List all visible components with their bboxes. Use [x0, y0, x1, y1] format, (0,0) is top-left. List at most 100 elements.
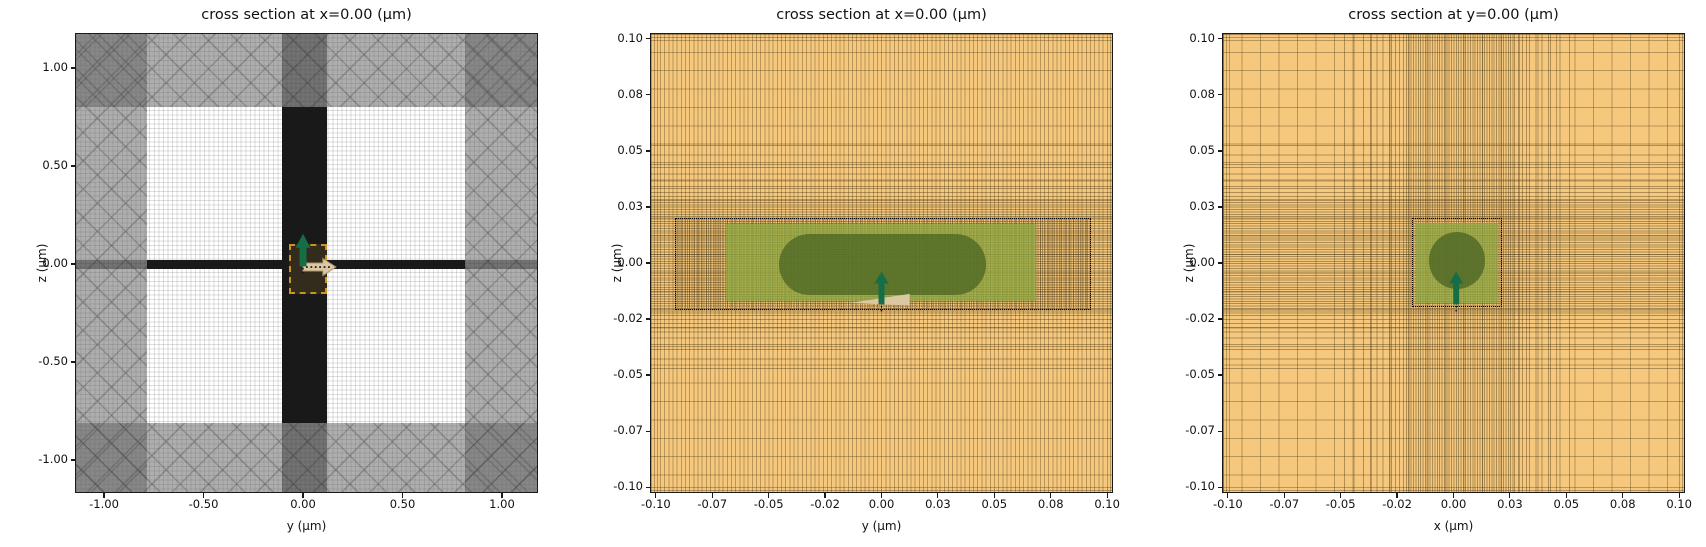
x-tick-label: -0.05 [1325, 497, 1356, 511]
pml-hatch [76, 34, 537, 108]
y-tick-label: 1.00 [42, 60, 68, 75]
plot-area-xz-zoom [1222, 33, 1685, 493]
x-tick-label: -0.07 [697, 497, 728, 511]
y-tick-label: -0.50 [38, 354, 68, 369]
mesh-gridlines [1223, 34, 1684, 41]
y-tick-mark [645, 262, 650, 264]
region-rect [778, 233, 987, 296]
y-tick-label: 0.00 [42, 256, 68, 271]
y-tick-mark [70, 67, 75, 69]
mesh-gridlines [1369, 34, 1392, 492]
y-tick-mark [70, 459, 75, 461]
mesh-gridlines [1514, 34, 1529, 492]
x-tick-label: -0.10 [640, 497, 671, 511]
x-tick-mark [1050, 493, 1052, 498]
y-tick-mark [645, 318, 650, 320]
mesh-gridlines [1528, 34, 1551, 492]
mesh-gridlines [1223, 327, 1684, 345]
x-tick-label: 0.50 [389, 497, 416, 511]
mesh-gridlines [1223, 344, 1684, 370]
x-axis-label: y (μm) [286, 519, 327, 533]
region-rect [674, 218, 1092, 310]
y-tick-mark [645, 374, 650, 376]
x-tick-mark [302, 493, 304, 498]
region-rect [282, 422, 327, 492]
plot-title: cross section at x=0.00 (μm) [201, 7, 412, 23]
region-rect [76, 422, 537, 492]
x-tick-mark [1340, 493, 1342, 498]
x-tick-label: 0.10 [1666, 497, 1692, 511]
mesh-gridlines [651, 315, 1112, 328]
y-tick-label: 0.10 [617, 30, 643, 45]
y-tick-label: 0.03 [617, 198, 643, 213]
y-tick-mark [1217, 38, 1222, 40]
mesh-gridlines [1679, 34, 1684, 492]
x-tick-mark [401, 493, 404, 498]
plot-title: cross section at x=0.00 (μm) [776, 7, 987, 23]
y-tick-mark [645, 94, 650, 96]
y-tick-label: -0.02 [613, 311, 643, 326]
y-tick-label: -0.10 [1185, 479, 1215, 494]
region-rect [465, 259, 537, 270]
x-tick-label: -0.50 [188, 497, 219, 511]
x-tick-label: 0.00 [290, 497, 316, 511]
subplot-xz-zoom: cross section at y=0.00 (μm) x (μm) z (μ… [1182, 7, 1692, 533]
x-tick-mark [1452, 493, 1455, 498]
mesh-gridlines [651, 487, 1112, 492]
y-tick-mark [1217, 262, 1222, 264]
y-tick-label: 0.03 [1189, 198, 1215, 213]
x-tick-label: 0.00 [868, 497, 895, 511]
subplot-yz-zoom: cross section at x=0.00 (μm) y (μm) z (μ… [610, 7, 1120, 533]
x-tick-label: 0.00 [1440, 497, 1467, 511]
y-tick-label: -0.07 [613, 423, 643, 438]
y-tick-label: 0.05 [617, 142, 643, 157]
x-tick-mark [1227, 493, 1229, 498]
y-tick-mark [645, 206, 650, 208]
y-tick-label: -0.10 [613, 479, 643, 494]
mesh-gridlines [1223, 315, 1684, 328]
y-tick-label: 0.08 [617, 86, 643, 101]
x-tick-label: 0.03 [925, 497, 951, 511]
plot-area-yz-zoom [650, 33, 1113, 493]
x-tick-label: -0.05 [753, 497, 784, 511]
x-tick-mark [1283, 493, 1285, 498]
y-tick-label: 0.00 [617, 255, 643, 269]
y-tick-label: 0.05 [1189, 142, 1215, 157]
x-tick-label: -0.02 [810, 497, 840, 511]
x-tick-mark [501, 493, 503, 498]
y-tick-label: -0.05 [1185, 367, 1215, 382]
mesh-gridlines [651, 344, 1112, 370]
medium-circle [1429, 232, 1486, 289]
y-tick-mark [70, 263, 75, 265]
y-tick-mark [70, 165, 75, 167]
y-tick-mark [1217, 206, 1222, 208]
mesh-gridlines [651, 34, 658, 492]
x-axis-label: x (μm) [1433, 519, 1474, 533]
region-rect [76, 34, 148, 492]
y-tick-mark [645, 430, 650, 432]
x-tick-mark [202, 493, 205, 498]
y-tick-label: 0.00 [1189, 255, 1215, 269]
x-tick-label: 0.08 [1037, 497, 1064, 511]
x-tick-label: 0.05 [1553, 497, 1580, 511]
x-tick-label: -1.00 [89, 497, 119, 511]
region-rect [282, 34, 327, 108]
x-tick-label: 0.05 [981, 497, 1008, 511]
x-tick-label: -0.07 [1269, 497, 1300, 511]
mesh-gridlines [1223, 165, 1684, 187]
y-tick-mark [1217, 486, 1222, 488]
mesh-gridlines [1343, 34, 1370, 492]
mesh-gridlines [651, 327, 1112, 345]
y-tick-mark [1217, 430, 1222, 432]
pml-hatch [76, 422, 537, 492]
mesh-gridlines [1223, 34, 1230, 492]
y-tick-label: 0.08 [1189, 86, 1215, 101]
x-tick-mark [1565, 493, 1567, 498]
y-tick-label: -0.05 [613, 367, 643, 382]
x-tick-mark [937, 493, 939, 498]
mesh-gridlines [1223, 138, 1684, 166]
region-rect [76, 259, 148, 270]
y-tick-mark [645, 486, 650, 488]
x-tick-mark [824, 493, 826, 498]
subplot-yz-full: cross section at x=0.00 (μm) y (μm) z (μ… [35, 7, 538, 533]
